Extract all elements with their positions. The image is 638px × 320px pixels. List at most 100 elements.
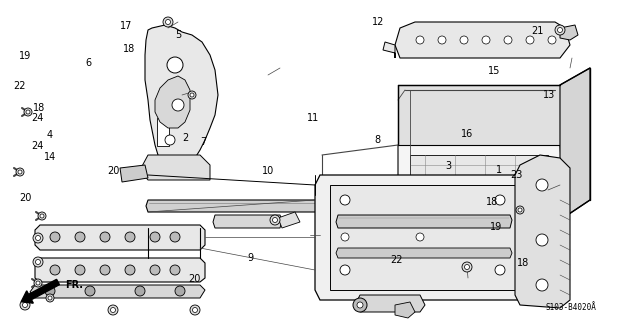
Circle shape bbox=[34, 279, 42, 287]
Circle shape bbox=[536, 279, 548, 291]
Circle shape bbox=[526, 36, 534, 44]
Polygon shape bbox=[336, 215, 512, 228]
Circle shape bbox=[22, 302, 27, 308]
Circle shape bbox=[170, 265, 180, 275]
Circle shape bbox=[193, 308, 198, 313]
Circle shape bbox=[504, 36, 512, 44]
Circle shape bbox=[270, 215, 280, 225]
Text: 24: 24 bbox=[31, 113, 43, 123]
Text: 20: 20 bbox=[19, 193, 32, 203]
Text: 10: 10 bbox=[262, 166, 274, 176]
Circle shape bbox=[100, 265, 110, 275]
Text: 24: 24 bbox=[31, 140, 43, 151]
Text: 3: 3 bbox=[445, 161, 451, 171]
Circle shape bbox=[464, 265, 470, 269]
Circle shape bbox=[150, 232, 160, 242]
Circle shape bbox=[193, 308, 197, 312]
Polygon shape bbox=[140, 155, 210, 180]
Circle shape bbox=[33, 257, 43, 267]
Circle shape bbox=[536, 234, 548, 246]
Circle shape bbox=[167, 57, 183, 73]
Circle shape bbox=[111, 308, 115, 312]
Text: 8: 8 bbox=[375, 135, 381, 145]
Text: 20: 20 bbox=[107, 166, 120, 176]
Circle shape bbox=[272, 218, 278, 222]
Circle shape bbox=[495, 265, 505, 275]
Text: 12: 12 bbox=[371, 17, 384, 27]
Circle shape bbox=[416, 36, 424, 44]
Circle shape bbox=[24, 108, 32, 116]
Circle shape bbox=[36, 281, 40, 285]
Text: 19: 19 bbox=[490, 222, 503, 232]
Circle shape bbox=[165, 135, 175, 145]
Polygon shape bbox=[336, 248, 512, 258]
Circle shape bbox=[135, 286, 145, 296]
Circle shape bbox=[558, 28, 563, 33]
Text: 22: 22 bbox=[13, 81, 26, 91]
Polygon shape bbox=[395, 302, 415, 318]
Text: 16: 16 bbox=[461, 129, 473, 139]
Circle shape bbox=[438, 36, 446, 44]
Circle shape bbox=[26, 110, 30, 114]
Circle shape bbox=[175, 286, 185, 296]
Polygon shape bbox=[560, 68, 590, 220]
Circle shape bbox=[482, 36, 490, 44]
Polygon shape bbox=[410, 155, 548, 215]
Circle shape bbox=[100, 232, 110, 242]
Text: 18: 18 bbox=[517, 258, 530, 268]
Polygon shape bbox=[213, 215, 282, 228]
Circle shape bbox=[190, 305, 200, 315]
Circle shape bbox=[462, 262, 472, 272]
Text: 18: 18 bbox=[33, 103, 46, 113]
Circle shape bbox=[110, 308, 115, 313]
Circle shape bbox=[40, 214, 44, 218]
Text: 18: 18 bbox=[122, 44, 135, 54]
Circle shape bbox=[165, 20, 170, 25]
Text: 4: 4 bbox=[47, 130, 53, 140]
Text: 5: 5 bbox=[175, 29, 182, 40]
Text: 6: 6 bbox=[85, 58, 91, 68]
Circle shape bbox=[190, 93, 194, 97]
Polygon shape bbox=[155, 76, 190, 128]
Text: 22: 22 bbox=[390, 255, 403, 265]
Circle shape bbox=[353, 298, 367, 312]
Text: 13: 13 bbox=[542, 90, 555, 100]
Polygon shape bbox=[146, 200, 392, 212]
Text: 11: 11 bbox=[306, 113, 319, 123]
Circle shape bbox=[85, 286, 95, 296]
Polygon shape bbox=[515, 155, 570, 308]
Circle shape bbox=[45, 286, 55, 296]
Circle shape bbox=[163, 17, 173, 27]
Circle shape bbox=[50, 232, 60, 242]
Text: 1: 1 bbox=[496, 164, 502, 175]
Circle shape bbox=[357, 302, 363, 308]
Circle shape bbox=[555, 25, 565, 35]
Text: 19: 19 bbox=[19, 51, 32, 61]
Text: 17: 17 bbox=[120, 21, 133, 31]
Circle shape bbox=[460, 36, 468, 44]
Circle shape bbox=[36, 260, 40, 265]
Polygon shape bbox=[398, 85, 560, 145]
Circle shape bbox=[48, 296, 52, 300]
Polygon shape bbox=[35, 225, 205, 250]
Circle shape bbox=[340, 195, 350, 205]
Circle shape bbox=[16, 168, 24, 176]
Circle shape bbox=[170, 232, 180, 242]
Polygon shape bbox=[278, 212, 300, 228]
Circle shape bbox=[341, 233, 349, 241]
Circle shape bbox=[50, 265, 60, 275]
Text: 15: 15 bbox=[488, 66, 501, 76]
Circle shape bbox=[516, 206, 524, 214]
Text: S103-B4020Å: S103-B4020Å bbox=[545, 303, 597, 312]
Polygon shape bbox=[315, 175, 525, 300]
Polygon shape bbox=[398, 145, 565, 220]
Polygon shape bbox=[35, 258, 205, 282]
Circle shape bbox=[495, 195, 505, 205]
Polygon shape bbox=[395, 22, 570, 58]
Polygon shape bbox=[145, 25, 218, 175]
Text: 7: 7 bbox=[200, 137, 206, 148]
Circle shape bbox=[172, 99, 184, 111]
Circle shape bbox=[36, 236, 40, 241]
Circle shape bbox=[18, 170, 22, 174]
Circle shape bbox=[48, 296, 52, 300]
